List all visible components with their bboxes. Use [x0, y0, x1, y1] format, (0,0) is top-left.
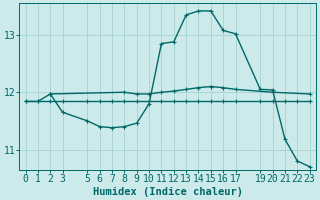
X-axis label: Humidex (Indice chaleur): Humidex (Indice chaleur) — [92, 186, 243, 197]
